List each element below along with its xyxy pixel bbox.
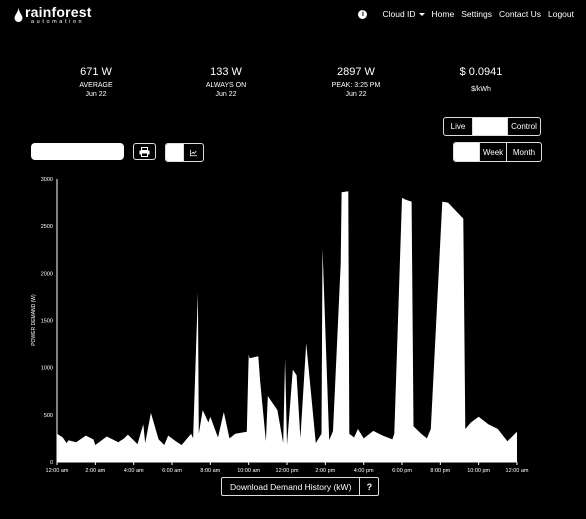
- stat-average-date: Jun 22: [85, 91, 107, 98]
- stat-peak: 2897 W PEAK: 3:25 PM Jun 22: [301, 66, 411, 99]
- area-chart-option[interactable]: [166, 144, 184, 161]
- y-tick-label: 2500: [41, 224, 53, 230]
- y-axis-label: POWER DEMAND (W): [31, 294, 37, 346]
- x-tick-label: 12:00 am: [506, 468, 529, 474]
- logo-subtitle: automation: [31, 19, 85, 25]
- x-tick-label: 12:00 pm: [276, 468, 299, 474]
- stat-always-on: 133 W ALWAYS ON Jun 22: [171, 66, 281, 99]
- x-tick-label: 6:00 am: [162, 468, 182, 474]
- nav-home[interactable]: Home: [431, 9, 455, 19]
- stat-price: $ 0.0941 $/kWh: [426, 66, 536, 94]
- x-tick-label: 10:00 pm: [467, 468, 490, 474]
- nav-logout[interactable]: Logout: [548, 9, 574, 19]
- chart-type-toggle: [165, 143, 204, 162]
- date-input[interactable]: [31, 143, 124, 160]
- x-tick-label: 6:00 pm: [392, 468, 412, 474]
- x-tick-label: 4:00 pm: [354, 468, 374, 474]
- x-tick-label: 2:00 am: [85, 468, 105, 474]
- range-selector: Week Month: [453, 142, 542, 162]
- download-history-button[interactable]: Download Demand History (kW): [222, 478, 361, 495]
- stat-always-on-label: ALWAYS ON: [205, 82, 247, 89]
- stat-average-label: AVERAGE: [79, 82, 113, 89]
- brand-logo[interactable]: rainforest automation: [14, 5, 92, 27]
- stat-always-on-date: Jun 22: [215, 91, 237, 98]
- raindrop-icon: [14, 7, 23, 22]
- stat-price-unit: $/kWh: [471, 86, 491, 93]
- y-axis-label-group: POWER DEMAND (W): [31, 294, 37, 346]
- logo-wordmark: rainforest: [25, 4, 92, 20]
- line-chart-icon: [190, 149, 197, 156]
- cloud-id-label: Cloud ID: [382, 9, 416, 19]
- live-button[interactable]: Live: [444, 118, 473, 135]
- mode-toggle: Live Control: [443, 117, 541, 136]
- power-demand-chart: POWER DEMAND (W) 0 500 1000 1500 2000 2500 300…: [31, 177, 529, 474]
- info-icon[interactable]: i: [358, 9, 368, 19]
- print-button[interactable]: [133, 143, 156, 160]
- x-tick-label: 10:00 am: [237, 468, 260, 474]
- stat-peak-value: 2897 W: [337, 66, 375, 78]
- stat-average-value: 671 W: [80, 66, 112, 78]
- y-tick-label: 0: [50, 460, 53, 466]
- y-tick-label: 500: [44, 413, 53, 419]
- help-button[interactable]: ?: [366, 481, 373, 492]
- y-tick-label: 1000: [41, 366, 53, 372]
- control-button[interactable]: Control: [511, 122, 537, 131]
- y-tick-label: 3000: [41, 177, 53, 183]
- x-tick-label: 12:00 am: [46, 468, 69, 474]
- cloud-id-dropdown[interactable]: Cloud ID: [382, 9, 425, 19]
- stat-always-on-value: 133 W: [210, 66, 242, 78]
- y-axis-ticks: 0 500 1000 1500 2000 2500 3000: [41, 177, 53, 466]
- x-axis-ticks: 12:00 am 2:00 am 4:00 am 6:00 am 8:00 am 10:0…: [46, 462, 529, 474]
- mode-toggle-slider[interactable]: [473, 118, 508, 135]
- stat-price-value: $ 0.0941: [459, 66, 503, 78]
- download-group: Download Demand History (kW) ?: [221, 477, 380, 496]
- top-nav: i Cloud ID Home Settings Contact Us Logo…: [358, 9, 574, 19]
- stat-average: 671 W AVERAGE Jun 22: [41, 66, 151, 99]
- nav-settings[interactable]: Settings: [461, 9, 492, 19]
- nav-contact[interactable]: Contact Us: [498, 9, 541, 19]
- x-tick-label: 8:00 am: [200, 468, 220, 474]
- x-tick-label: 4:00 am: [124, 468, 144, 474]
- power-demand-area[interactable]: [57, 191, 517, 463]
- day-option[interactable]: [454, 143, 480, 161]
- stat-peak-date: Jun 22: [345, 91, 367, 98]
- line-chart-option[interactable]: [184, 144, 203, 161]
- x-tick-label: 2:00 pm: [315, 468, 335, 474]
- printer-icon: [139, 146, 150, 157]
- x-tick-label: 8:00 pm: [430, 468, 450, 474]
- y-tick-label: 1500: [41, 319, 53, 325]
- week-option[interactable]: Week: [480, 143, 507, 161]
- stat-peak-label: PEAK: 3:25 PM: [331, 82, 381, 89]
- chevron-down-icon: [418, 13, 425, 17]
- y-tick-label: 2000: [41, 271, 53, 277]
- month-option[interactable]: Month: [512, 147, 536, 157]
